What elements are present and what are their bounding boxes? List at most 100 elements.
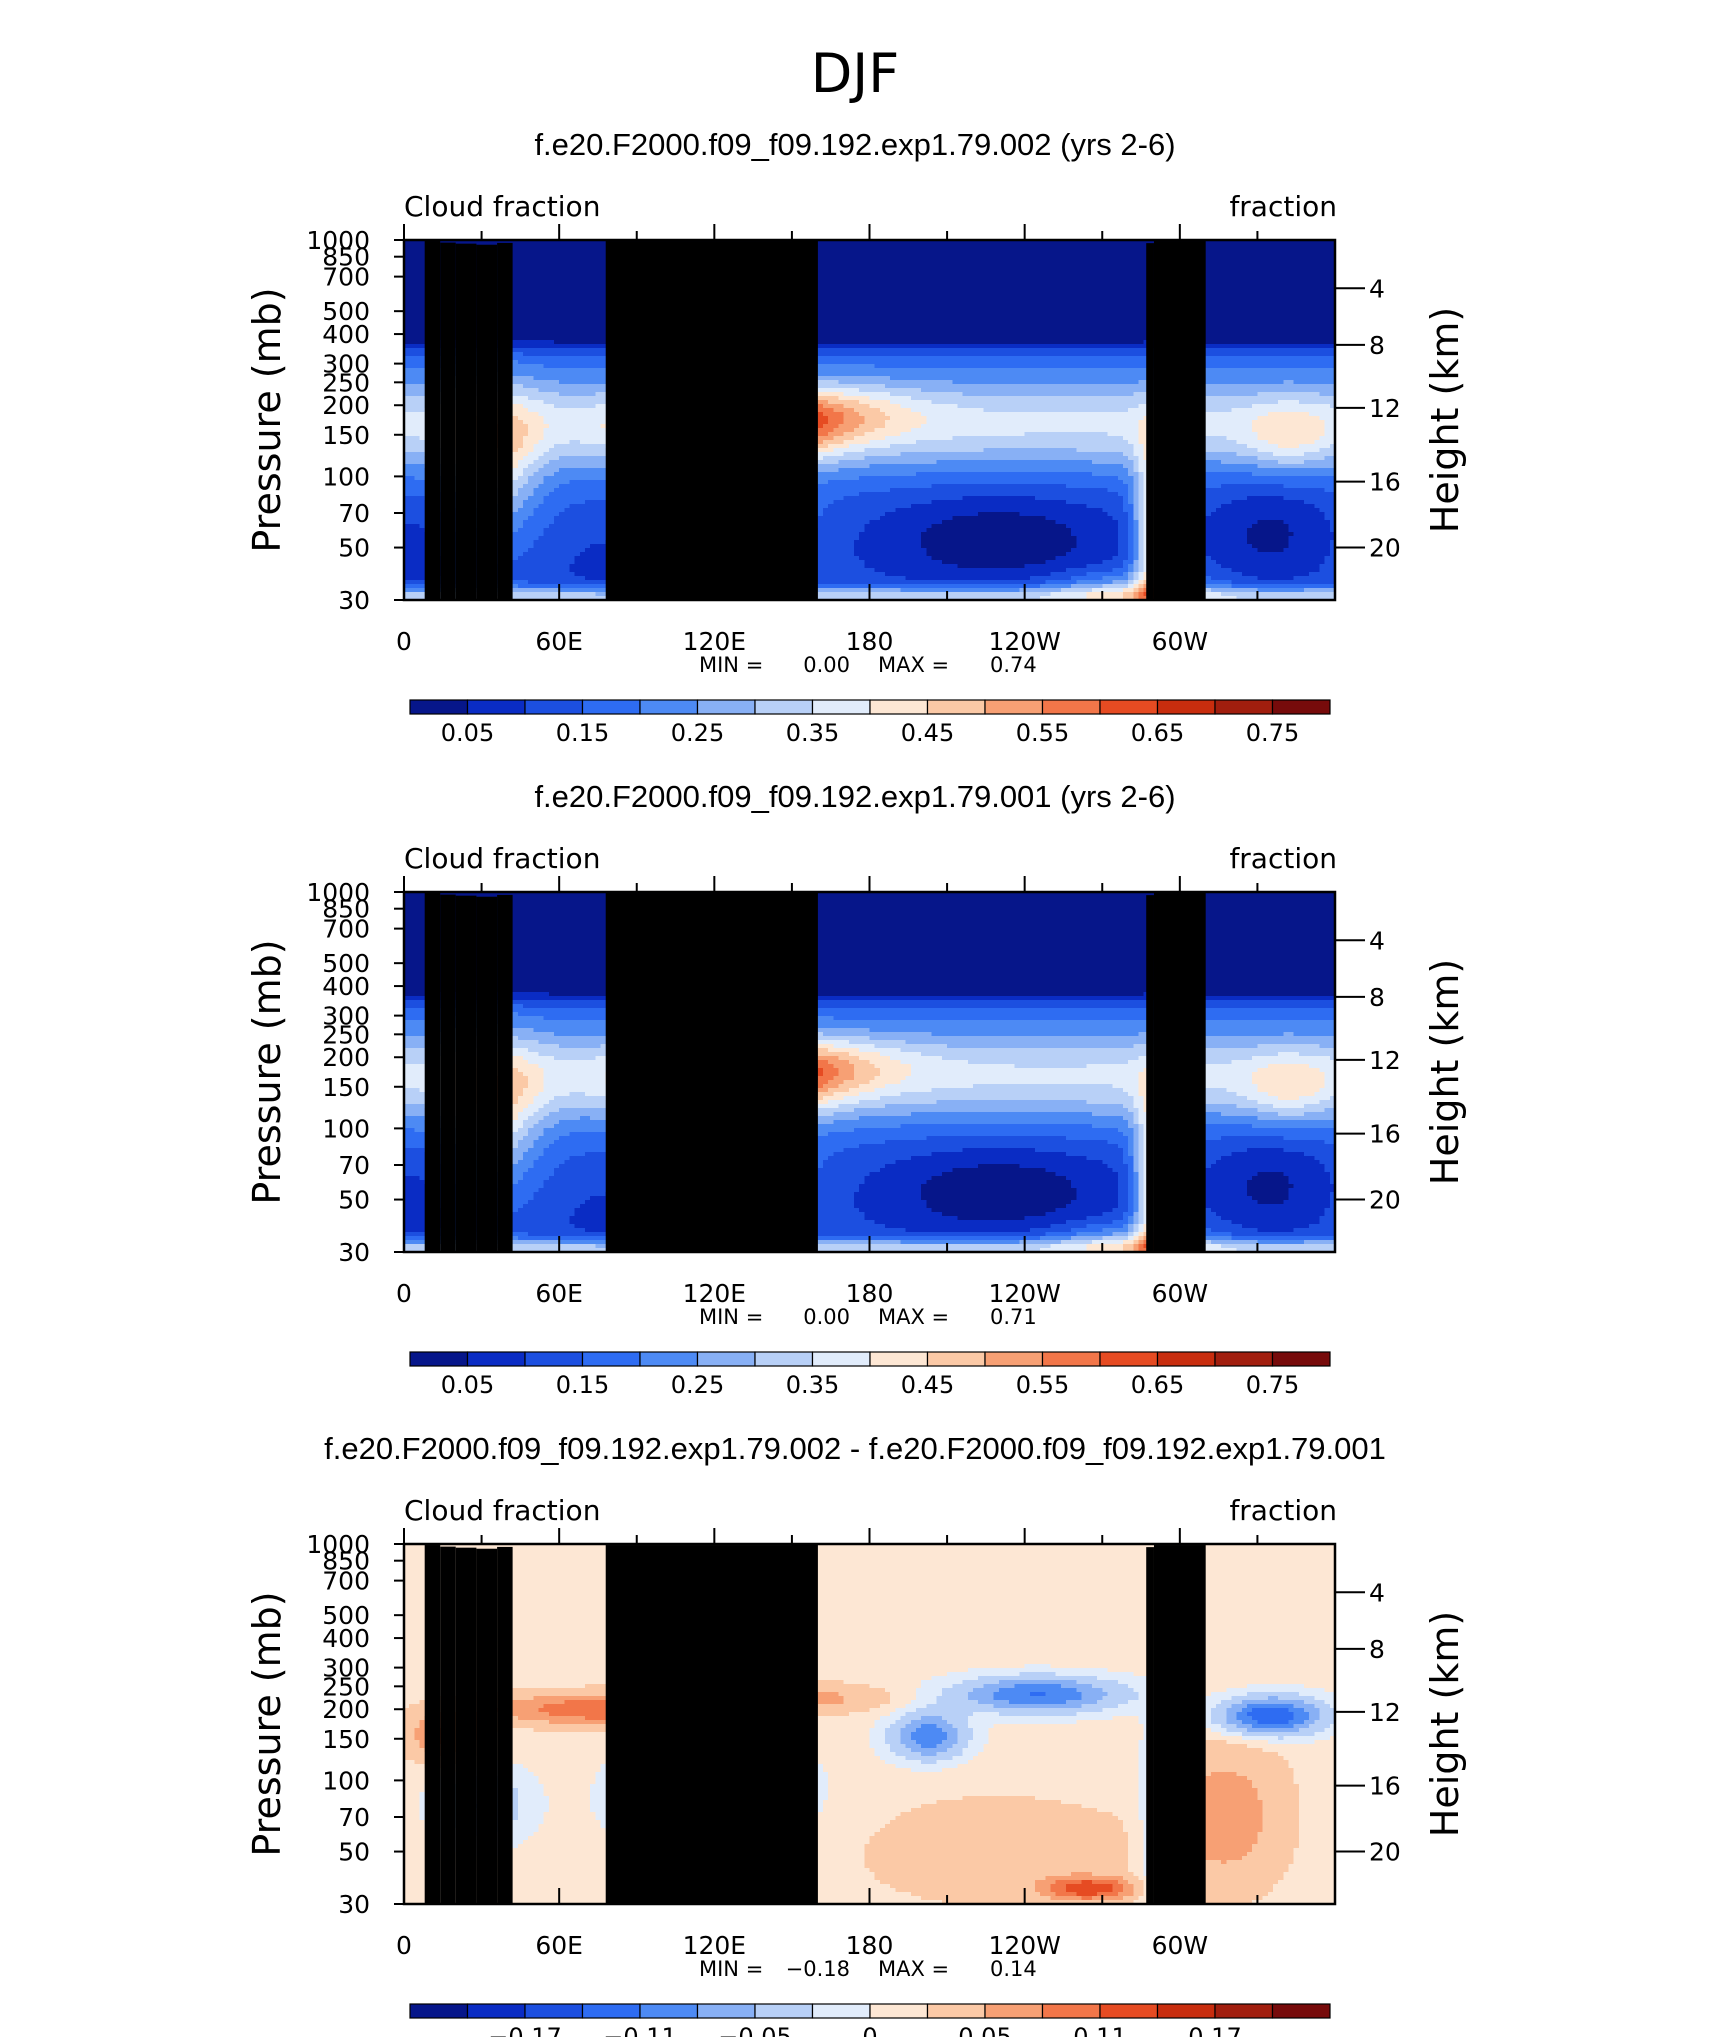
- max-value: 0.74: [990, 653, 1037, 677]
- field-cell: [1185, 476, 1336, 481]
- field-cell: [404, 1116, 426, 1121]
- field-cell: [760, 1228, 907, 1233]
- field-cell: [1091, 588, 1124, 593]
- max-label: MAX =: [878, 1305, 949, 1329]
- field-cell: [1241, 572, 1310, 577]
- field-cell: [1091, 1124, 1129, 1129]
- field-cell: [404, 440, 431, 445]
- field-cell: [1133, 1148, 1140, 1153]
- field-cell: [404, 332, 1336, 337]
- field-cell: [1138, 516, 1145, 521]
- field-cell: [1205, 1168, 1326, 1173]
- field-cell: [910, 1068, 1145, 1073]
- field-cell: [1138, 1124, 1145, 1129]
- field-cell: [1231, 1152, 1305, 1157]
- colorbar-label: 0.35: [786, 1371, 839, 1399]
- field-cell: [1324, 1168, 1336, 1173]
- field-cell: [1216, 1212, 1326, 1217]
- field-cell: [812, 408, 834, 413]
- field-cell: [921, 388, 1336, 393]
- field-cell: [952, 516, 1046, 521]
- field-cell: [1221, 564, 1321, 569]
- field-cell: [404, 1696, 431, 1701]
- field-cell: [828, 1132, 1124, 1137]
- field-cell: [1122, 596, 1134, 601]
- field-cell: [502, 1852, 648, 1857]
- field-cell: [1221, 1724, 1238, 1729]
- colorbar-swatch: [1271, 1351, 1331, 1367]
- field-cell: [507, 1076, 529, 1081]
- field-cell: [1174, 1868, 1290, 1873]
- field-cell: [1221, 484, 1284, 489]
- field-cell: [1309, 1224, 1336, 1229]
- field-cell: [404, 472, 441, 477]
- field-cell: [1066, 1700, 1098, 1705]
- field-cell: [569, 440, 581, 445]
- orography: [424, 1545, 1206, 1904]
- field-cell: [828, 1788, 1140, 1793]
- field-cell: [404, 1780, 431, 1785]
- field-cell: [502, 1060, 529, 1065]
- field-cell: [693, 1244, 1052, 1249]
- y-tick-label: 100: [322, 1766, 370, 1795]
- field-cell: [1329, 1200, 1336, 1205]
- field-cell: [869, 520, 943, 525]
- field-cell: [1324, 516, 1336, 521]
- y-tick-label: 50: [338, 1838, 370, 1867]
- field-cell: [404, 1000, 1336, 1005]
- field-cell: [1303, 588, 1336, 593]
- field-cell: [404, 500, 431, 505]
- field-cell: [921, 1052, 1279, 1057]
- field-cell: [1309, 1716, 1321, 1721]
- field-cell: [522, 384, 664, 389]
- field-cell: [1035, 1880, 1057, 1885]
- field-cell: [507, 1780, 540, 1785]
- field-cell: [916, 1688, 943, 1693]
- field-cell: [1314, 1156, 1336, 1161]
- field-cell: [404, 1764, 426, 1769]
- field-cell: [864, 564, 959, 569]
- field-cell: [1190, 568, 1233, 573]
- field-cell: [1133, 540, 1140, 545]
- field-cell: [1252, 1076, 1326, 1081]
- field-cell: [1200, 536, 1248, 541]
- field-cell: [1200, 532, 1248, 537]
- field-cell: [1138, 1128, 1145, 1133]
- field-cell: [1257, 1840, 1300, 1845]
- colorbar-swatch: [581, 2003, 641, 2019]
- field-cell: [921, 1192, 1077, 1197]
- colorbar-swatch: [466, 699, 526, 715]
- field-cell: [1071, 528, 1119, 533]
- field-cell: [853, 408, 881, 413]
- y2-tick-label: 20: [1369, 1186, 1401, 1215]
- field-cell: [1314, 1696, 1336, 1701]
- field-cell: [1019, 1240, 1062, 1245]
- field-cell: [1293, 1184, 1336, 1189]
- field-cell: [507, 1088, 524, 1093]
- field-cell: [869, 1708, 896, 1713]
- field-cell: [843, 392, 891, 397]
- field-cell: [885, 1224, 1052, 1229]
- field-cell: [512, 1024, 1336, 1029]
- field-cell: [1262, 1896, 1336, 1901]
- field-cell: [1257, 432, 1326, 437]
- field-cell: [1298, 1844, 1336, 1849]
- field-cell: [812, 472, 917, 477]
- field-cell: [967, 1724, 995, 1729]
- field-cell: [404, 1140, 441, 1145]
- field-cell: [843, 452, 902, 457]
- field-cell: [838, 396, 871, 401]
- field-cell: [828, 1100, 860, 1105]
- field-cell: [885, 512, 979, 517]
- field-cell: [1190, 1800, 1264, 1805]
- field-cell: [1086, 592, 1124, 597]
- field-cell: [895, 1160, 1103, 1165]
- field-cell: [404, 1724, 421, 1729]
- field-cell: [1091, 1112, 1134, 1117]
- field-cell: [1138, 1184, 1145, 1189]
- field-cell: [1205, 472, 1253, 477]
- field-cell: [1210, 1208, 1326, 1213]
- field-cell: [1122, 1212, 1134, 1217]
- field-cell: [822, 1032, 933, 1037]
- field-cell: [1128, 500, 1134, 505]
